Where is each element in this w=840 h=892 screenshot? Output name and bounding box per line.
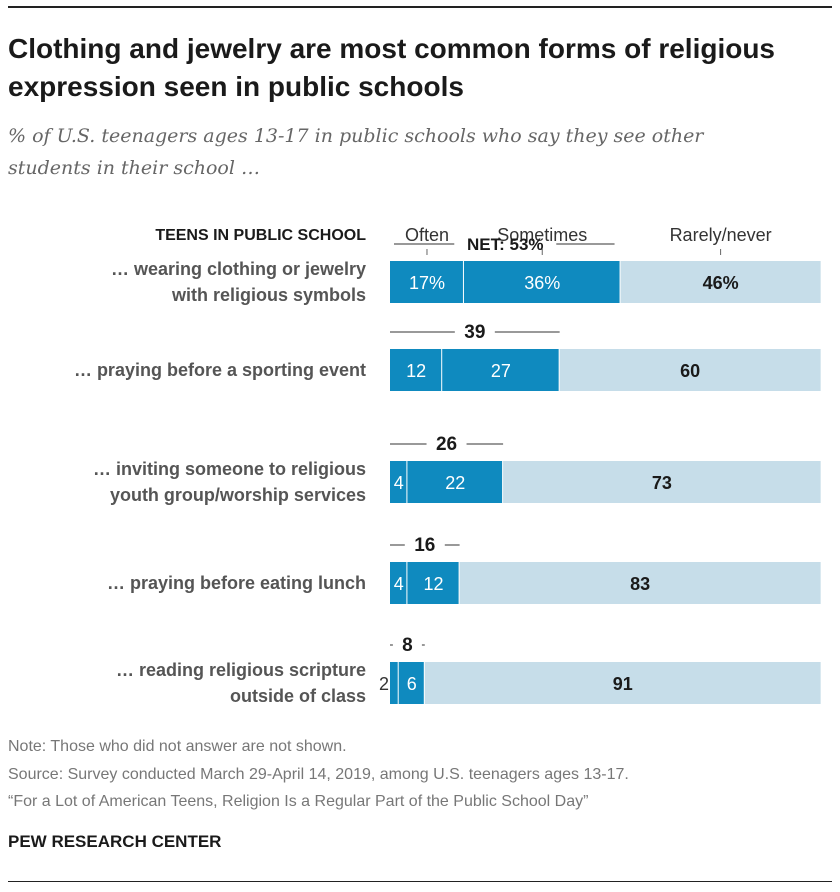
series-header-often: Often (405, 225, 449, 245)
category-label: … inviting someone to religious (93, 459, 366, 479)
bar-sometimes-label: 12 (423, 574, 443, 594)
bar-often-label: 4 (394, 473, 404, 493)
bar-often (390, 349, 443, 391)
bar-often (390, 261, 464, 303)
chart-subtitle: % of U.S. teenagers ages 13-17 in public… (8, 125, 704, 179)
category-label: … reading religious scripture (116, 660, 366, 680)
bar-rarely-never-label: 83 (630, 574, 650, 594)
bar-often (390, 662, 399, 704)
bar-sometimes-label: 22 (445, 473, 465, 493)
bar-rarely-never (559, 349, 821, 391)
category-label: … praying before eating lunch (107, 573, 366, 593)
bar-sometimes (463, 261, 621, 303)
bar-often-label: 2 (379, 674, 389, 694)
bar-often-label: 17% (409, 273, 445, 293)
brand-name: PEW RESEARCH CENTER (8, 832, 222, 851)
bar-sometimes-label: 27 (491, 361, 511, 381)
category-label: outside of class (230, 686, 366, 706)
chart-title: Clothing and jewelry are most common for… (8, 33, 776, 102)
bar-rarely-never (459, 562, 821, 604)
bar-rarely-never (424, 662, 821, 704)
stacked-bar-chart: TEENS IN PUBLIC SCHOOL Often Sometimes Rare… (74, 225, 821, 706)
bar-sometimes (407, 461, 504, 503)
net-label: 8 (402, 635, 413, 656)
net-label: NET: 53% (467, 235, 544, 254)
note-text: Note: Those who did not answer are not s… (8, 738, 347, 755)
bar-rarely-never-label: 91 (613, 674, 633, 694)
category-label: with religious symbols (171, 285, 366, 305)
bar-sometimes-label: 36% (524, 273, 560, 293)
bar-rarely-never (620, 261, 821, 303)
bar-sometimes-label: 6 (407, 674, 417, 694)
bar-sometimes (407, 562, 460, 604)
series-header-sometimes: Sometimes (497, 225, 587, 245)
bar-often-label: 4 (394, 574, 404, 594)
bottom-rule (8, 881, 832, 882)
category-label: … praying before a sporting event (74, 360, 366, 380)
row-header: TEENS IN PUBLIC SCHOOL (155, 227, 366, 244)
source-text: Source: Survey conducted March 29-April … (8, 766, 629, 783)
top-rule (8, 6, 832, 8)
category-label: … wearing clothing or jewelry (111, 259, 366, 279)
bar-rarely-never-label: 46% (703, 273, 739, 293)
bar-rarely-never-label: 73 (652, 473, 672, 493)
net-label: 16 (414, 535, 435, 556)
bar-sometimes (398, 662, 425, 704)
bar-rarely-never (503, 461, 821, 503)
report-title-text: “For a Lot of American Teens, Religion I… (8, 793, 589, 810)
bar-often (390, 461, 408, 503)
bar-often-label: 12 (406, 361, 426, 381)
series-header-rarely-never: Rarely/never (670, 225, 772, 245)
net-label: 39 (464, 322, 485, 343)
bar-sometimes (442, 349, 560, 391)
bar-often (390, 562, 408, 604)
category-label: youth group/worship services (110, 485, 366, 505)
bar-rarely-never-label: 60 (680, 361, 700, 381)
net-label: 26 (436, 434, 457, 455)
